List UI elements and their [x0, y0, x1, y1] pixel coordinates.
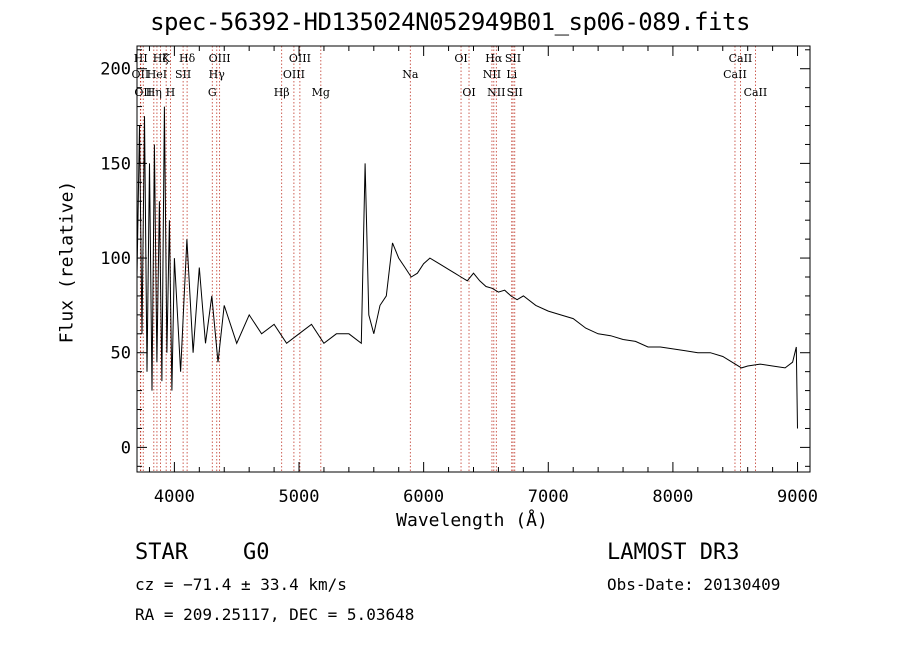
line-label: NII — [487, 86, 505, 99]
line-label: Na — [402, 68, 419, 81]
y-tick-label: 0 — [121, 438, 131, 458]
plot-frame — [136, 45, 811, 473]
line-label: Mg — [312, 86, 330, 99]
x-tick-label: 4000 — [154, 487, 195, 507]
line-label: OIII — [209, 52, 231, 65]
spectral-subclass: G0 — [243, 540, 270, 565]
spectrum-line — [136, 106, 798, 429]
x-tick-label: 7000 — [528, 487, 569, 507]
line-label: SII — [175, 68, 191, 81]
line-label: OIII — [289, 52, 311, 65]
line-label: Hα — [485, 52, 503, 65]
axis-ticks: 4000 5000 6000 7000 8000 9000 0 50 100 150 200 — [100, 46, 818, 507]
y-tick-label: 50 — [111, 344, 131, 364]
line-label: OI — [462, 86, 475, 99]
y-tick-label: 200 — [100, 60, 131, 80]
survey-name: LAMOST DR3 — [607, 540, 740, 565]
line-label: OIII — [283, 68, 305, 81]
line-label: CaII — [723, 68, 747, 81]
y-tick-label: 150 — [100, 154, 131, 174]
line-label: Hη — [146, 86, 162, 99]
line-label: Hζ — [153, 52, 169, 65]
line-label: SII — [505, 52, 521, 65]
line-label: Hβ — [274, 86, 290, 99]
plot-axes — [136, 45, 811, 473]
line-label: OII — [134, 86, 152, 99]
x-axis-label: Wavelength (Å) — [396, 510, 548, 531]
line-label: CaII — [744, 86, 768, 99]
y-axis-label: Flux (relative) — [56, 180, 78, 344]
line-label: G — [208, 86, 217, 99]
observation-date: Obs-Date: 20130409 — [607, 575, 781, 594]
line-label: NII — [483, 68, 501, 81]
line-label: Li — [506, 68, 517, 81]
line-label: HI — [134, 52, 148, 65]
object-class: STAR — [135, 540, 188, 565]
line-label: K — [162, 52, 171, 65]
line-label: OII — [132, 68, 150, 81]
line-label: SII — [507, 86, 523, 99]
radial-velocity: cz = −71.4 ± 33.4 km/s — [135, 575, 347, 594]
x-tick-label: 6000 — [403, 487, 444, 507]
line-label: H — [166, 86, 176, 99]
emission-line-markers — [139, 46, 756, 472]
x-tick-label: 8000 — [652, 487, 693, 507]
line-label: HeI — [147, 68, 167, 81]
line-label: Hδ — [179, 52, 196, 65]
y-tick-label: 100 — [100, 249, 131, 269]
spectrum-series — [136, 106, 798, 429]
line-label: Hγ — [209, 68, 226, 81]
line-label: OI — [454, 52, 467, 65]
line-label: CaII — [729, 52, 753, 65]
chart-title: spec-56392-HD135024N052949B01_sp06-089.f… — [150, 8, 750, 36]
coordinates: RA = 209.25117, DEC = 5.03648 — [135, 605, 415, 624]
x-tick-label: 5000 — [279, 487, 320, 507]
x-tick-label: 9000 — [777, 487, 818, 507]
